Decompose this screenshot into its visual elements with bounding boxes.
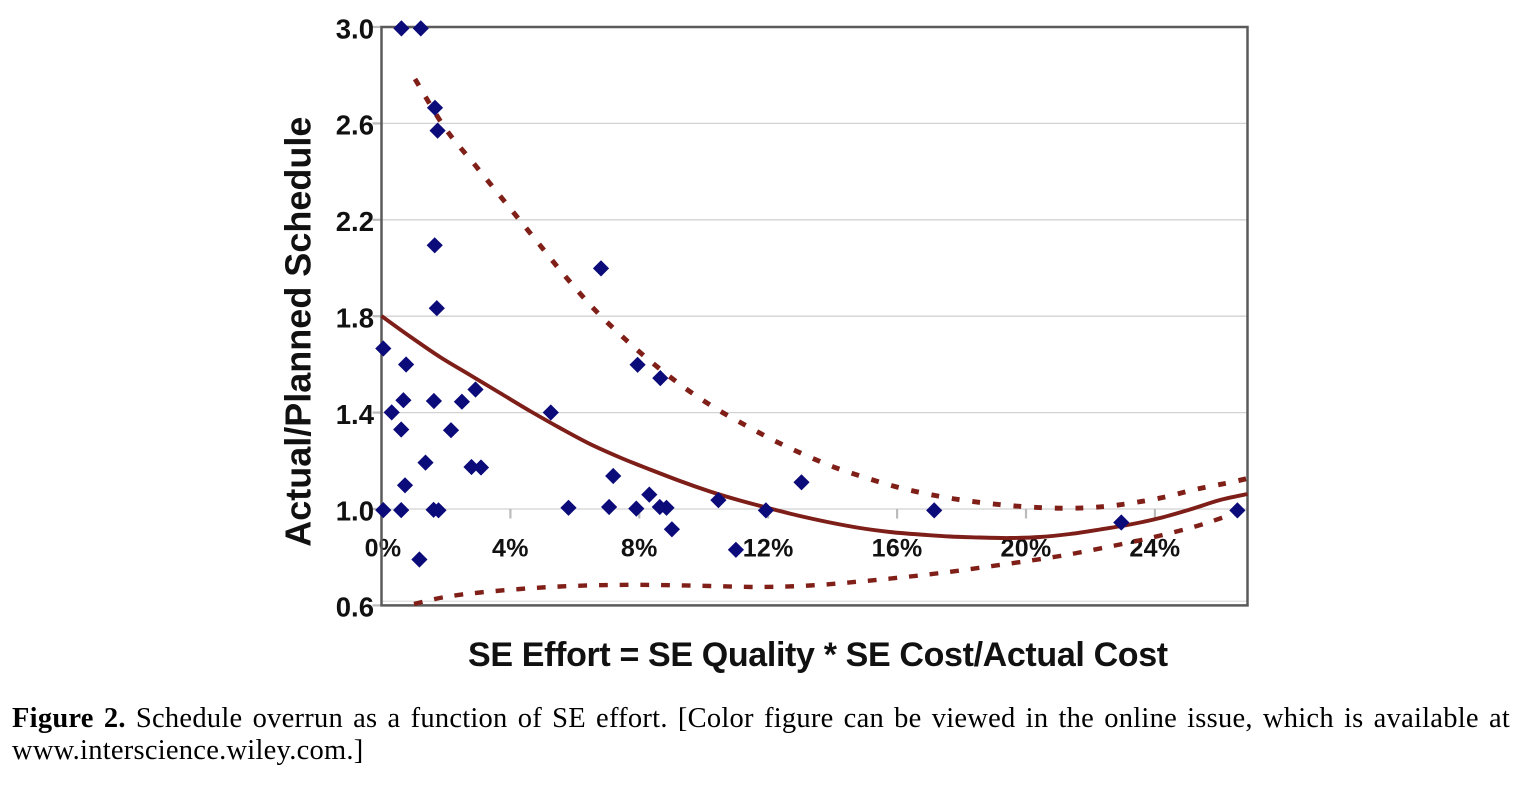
svg-text:16%: 16% xyxy=(872,535,923,563)
svg-text:1.8: 1.8 xyxy=(336,303,374,334)
svg-text:0%: 0% xyxy=(365,535,402,563)
svg-text:12%: 12% xyxy=(743,535,794,563)
svg-text:1.4: 1.4 xyxy=(336,399,375,430)
svg-text:0.6: 0.6 xyxy=(336,592,374,623)
svg-text:3.0: 3.0 xyxy=(336,13,374,44)
svg-text:4%: 4% xyxy=(492,535,529,563)
svg-text:2.6: 2.6 xyxy=(336,110,374,141)
svg-text:1.0: 1.0 xyxy=(336,495,374,526)
svg-text:SE Effort = SE Quality * SE Co: SE Effort = SE Quality * SE Cost/Actual … xyxy=(468,636,1168,674)
svg-text:Actual/Planned Schedule: Actual/Planned Schedule xyxy=(278,117,319,547)
svg-text:8%: 8% xyxy=(621,535,658,563)
svg-text:2.2: 2.2 xyxy=(336,206,374,237)
